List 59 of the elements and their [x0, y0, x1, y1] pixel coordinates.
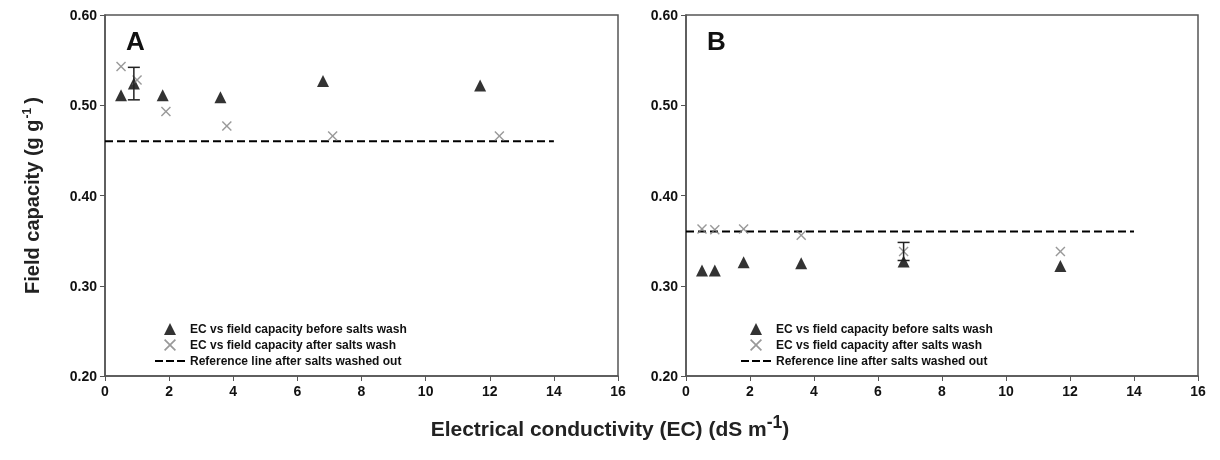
y-tick-label: 0.60	[650, 7, 679, 23]
x-tick-label: 0	[101, 383, 110, 399]
x-tick-label: 2	[165, 383, 174, 399]
point	[116, 61, 127, 72]
x-axis-title: Electrical conductivity (EC) (dS m$^{-1}$)	[429, 412, 791, 441]
point	[737, 256, 750, 269]
chart-title: A	[126, 26, 145, 56]
y-tick-label: 0.30	[69, 277, 98, 294]
y-tick-label: 0.20	[650, 368, 679, 384]
x-tick-label: 14	[546, 383, 562, 399]
y-tick-label: 0.40	[650, 187, 679, 204]
x-tick-label: 12	[1062, 383, 1078, 399]
x-tick-label: 12	[481, 383, 498, 399]
point	[898, 246, 909, 257]
x-tick-label: 16	[1190, 383, 1206, 399]
y-tick-label: 0.30	[650, 277, 679, 294]
point	[317, 74, 330, 87]
x-tick-label: 14	[1126, 383, 1142, 399]
y-tick-label: 0.50	[650, 97, 679, 114]
x-tick-label: 4	[229, 383, 238, 399]
x-tick-label: 10	[998, 383, 1014, 399]
point	[494, 130, 505, 141]
y-tick-label: 0.50	[69, 97, 98, 114]
point	[738, 223, 749, 234]
chart-title: B	[707, 26, 726, 56]
point	[474, 79, 487, 92]
legend-label: EC vs field capacity after salts wash	[190, 338, 397, 352]
x-tick-label: 8	[357, 383, 366, 399]
x-tick-label: 6	[874, 383, 883, 399]
point	[795, 257, 808, 270]
x-tick-label: 6	[293, 383, 302, 399]
point	[221, 121, 232, 132]
y-tick-label: 0.60	[69, 7, 98, 23]
point	[697, 223, 707, 234]
legend-label: EC vs field capacity before salts wash	[776, 322, 993, 336]
point	[796, 230, 807, 241]
legend-label: Reference line after salts washed out	[776, 354, 988, 368]
x-tick-label: 10	[417, 383, 434, 399]
x-tick-label: 0	[682, 383, 691, 399]
point	[156, 89, 169, 102]
point	[708, 264, 721, 277]
y-tick-label: 0.40	[69, 187, 98, 204]
x-tick-label: 8	[938, 383, 947, 399]
point	[214, 91, 227, 104]
point	[115, 89, 128, 102]
point	[1055, 246, 1066, 257]
x-tick-label: 2	[746, 383, 755, 399]
legend-label: EC vs field capacity after salts wash	[776, 338, 983, 352]
point	[696, 264, 708, 277]
y-axis-title: Field capacity (g g-1)	[20, 97, 43, 294]
y-tick-label: 0.20	[69, 368, 98, 384]
point	[327, 130, 338, 141]
legend-label: EC vs field capacity before salts wash	[190, 322, 407, 336]
point	[160, 106, 171, 117]
point	[709, 224, 720, 235]
legend-label: Reference line after salts washed out	[190, 354, 402, 368]
point	[1054, 259, 1067, 272]
x-tick-label: 4	[810, 383, 819, 399]
x-tick-label: 16	[610, 383, 626, 399]
